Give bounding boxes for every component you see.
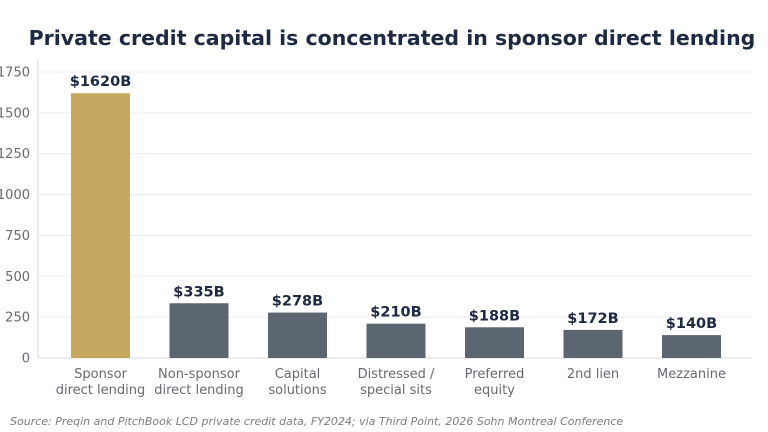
x-tick-label: direct lending	[56, 383, 146, 398]
bars	[71, 93, 721, 358]
bar	[71, 93, 130, 358]
y-tick-label: 250	[5, 311, 30, 326]
x-tick-label: Preferred	[465, 367, 525, 382]
y-tick-label: 750	[5, 229, 30, 244]
source-note: Source: Preqin and PitchBook LCD private…	[10, 415, 623, 428]
x-tick-label: Sponsor	[74, 367, 127, 382]
x-tick-label: Distressed /	[358, 367, 435, 382]
x-tick-label: special sits	[360, 383, 432, 398]
value-label: $140B	[666, 316, 717, 332]
bar	[169, 303, 229, 358]
value-label: $278B	[272, 294, 323, 310]
x-tick-label: equity	[474, 383, 515, 398]
y-tick-label: 0	[22, 352, 30, 367]
x-tick-label: Non-sponsor	[158, 367, 241, 382]
x-tick-label: 2nd lien	[567, 367, 619, 382]
gridlines	[38, 71, 752, 318]
y-tick-label: 1000	[0, 188, 30, 203]
value-label: $172B	[567, 311, 618, 327]
value-label: $210B	[370, 305, 421, 321]
x-tick-label: solutions	[268, 383, 326, 398]
value-label: $1620B	[70, 74, 132, 90]
y-axis: 0 250 500 750 1000 1250 1500 1750	[0, 60, 752, 367]
y-tick-label: 1750	[0, 66, 30, 81]
bar	[662, 335, 721, 358]
value-label: $335B	[173, 284, 224, 300]
x-tick-label: Mezzanine	[657, 367, 726, 382]
bar	[563, 329, 623, 358]
bar	[268, 312, 327, 358]
value-label: $188B	[469, 308, 520, 324]
y-tick-label: 1250	[0, 147, 30, 162]
value-labels: $1620B $335B $278B $210B $188B $172B $140B	[70, 74, 717, 332]
x-tick-label: Capital	[275, 367, 321, 382]
y-tick-label: 1500	[0, 106, 30, 121]
bar	[366, 323, 426, 358]
x-tick-label: direct lending	[154, 383, 244, 398]
y-tick-label: 500	[5, 270, 30, 285]
bar	[465, 327, 524, 358]
chart-title: Private credit capital is concentrated i…	[29, 26, 756, 50]
